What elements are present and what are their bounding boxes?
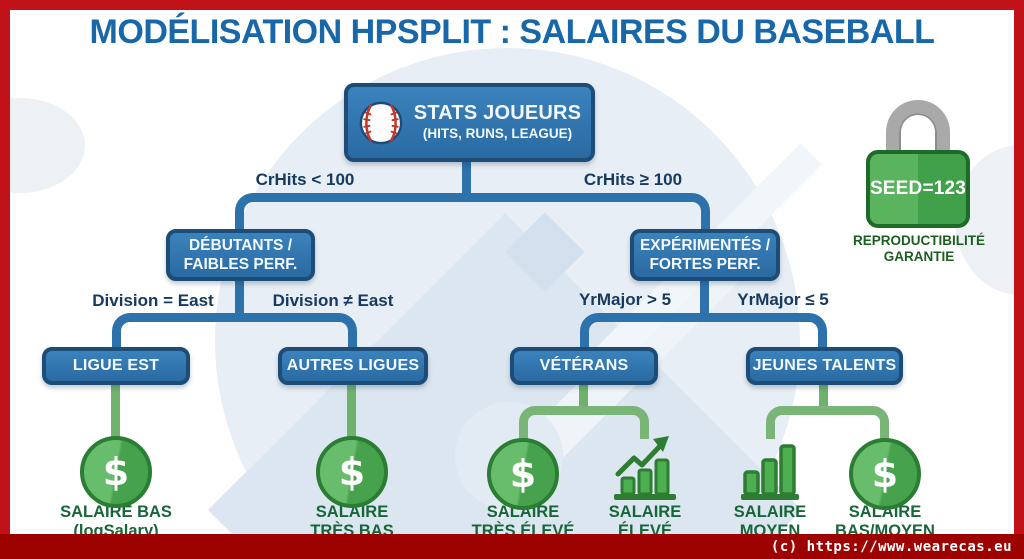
root-node-subtitle: (HITS, RUNS, LEAGUE) [422, 126, 573, 141]
connector-jeunes-talents-split [766, 406, 889, 439]
background-blob-left [0, 98, 85, 193]
connector-veterans-split [519, 406, 649, 439]
branch-label-crhits-lt-100: CrHits < 100 [255, 170, 355, 189]
branch-label-division-not-east: Division ≠ East [272, 291, 394, 310]
baseball-icon [359, 101, 403, 144]
outcome-line1: SALAIRE [733, 503, 807, 521]
copyright-bar: (c) https://www.wearecas.eu [0, 534, 1024, 559]
node-jeunes-talents: JEUNES TALENTS [746, 347, 903, 385]
copyright-text: (c) https://www.wearecas.eu [770, 538, 1012, 555]
bar-chart-icon [741, 444, 799, 500]
connector-veterans-stub [579, 383, 588, 411]
outcome-line1: SALAIRE [486, 503, 560, 521]
outcome-line1: SALAIRE [315, 503, 389, 521]
branch-label-division-east: Division = East [92, 291, 214, 310]
connector-ligue-est-stem [111, 383, 120, 441]
seed-value: SEED=123 [869, 178, 967, 199]
connector-jeunes-talents-stub [819, 383, 828, 411]
node-experimentes-line1: EXPÉRIMENTÉS / [639, 236, 771, 254]
branch-label-yrmajor-le-5: YrMajor ≤ 5 [737, 290, 829, 309]
outcome-line1: SALAIRE [608, 503, 682, 521]
outcome-line1: SALAIRE [848, 503, 922, 521]
node-experimentes-line2: FORTES PERF. [649, 256, 761, 273]
connector-autres-ligues-stem [347, 383, 356, 441]
dollar-glyph: $ [509, 452, 537, 496]
branch-label-yrmajor-gt-5: YrMajor > 5 [578, 290, 672, 309]
outcome-line1: SALAIRE BAS [60, 503, 172, 521]
caption-line1: REPRODUCTIBILITÉ [852, 233, 985, 248]
page-title: MODÉLISATION HPSPLIT : SALAIRES DU BASEB… [89, 13, 935, 51]
connector-root-stub [462, 158, 471, 200]
chart-up-icon [614, 436, 676, 500]
lock-icon: SEED=123 [866, 150, 970, 228]
node-debutants-line1: DÉBUTANTS / [188, 236, 293, 254]
root-node-text: STATS JOUEURS (HITS, RUNS, LEAGUE) [414, 102, 581, 143]
connector-split-2-left [112, 313, 357, 348]
connector-split-2-right [580, 313, 827, 348]
connector-split-1 [235, 193, 710, 231]
node-veterans: VÉTÉRANS [510, 347, 658, 385]
node-debutants-line2: FAIBLES PERF. [183, 256, 298, 273]
reproducibility-caption: REPRODUCTIBILITÉ GARANTIE [838, 233, 1000, 265]
dollar-icon: $ [316, 436, 388, 508]
dollar-glyph: $ [102, 450, 130, 494]
dollar-glyph: $ [338, 450, 366, 494]
root-node-title: STATS JOUEURS [413, 102, 582, 124]
node-experimentes: EXPÉRIMENTÉS / FORTES PERF. [630, 229, 780, 281]
branch-label-crhits-ge-100: CrHits ≥ 100 [583, 170, 683, 189]
node-stats-joueurs: STATS JOUEURS (HITS, RUNS, LEAGUE) [344, 83, 595, 162]
dollar-icon: $ [849, 438, 921, 510]
node-autres-ligues: AUTRES LIGUES [278, 347, 428, 385]
caption-line2: GARANTIE [883, 249, 955, 264]
node-ligue-est: LIGUE EST [42, 347, 190, 385]
dollar-glyph: $ [871, 452, 899, 496]
dollar-icon: $ [80, 436, 152, 508]
connector-experimentes-stub [700, 279, 709, 317]
connector-debutants-stub [235, 279, 244, 317]
node-debutants: DÉBUTANTS / FAIBLES PERF. [166, 229, 315, 281]
dollar-icon: $ [487, 438, 559, 510]
